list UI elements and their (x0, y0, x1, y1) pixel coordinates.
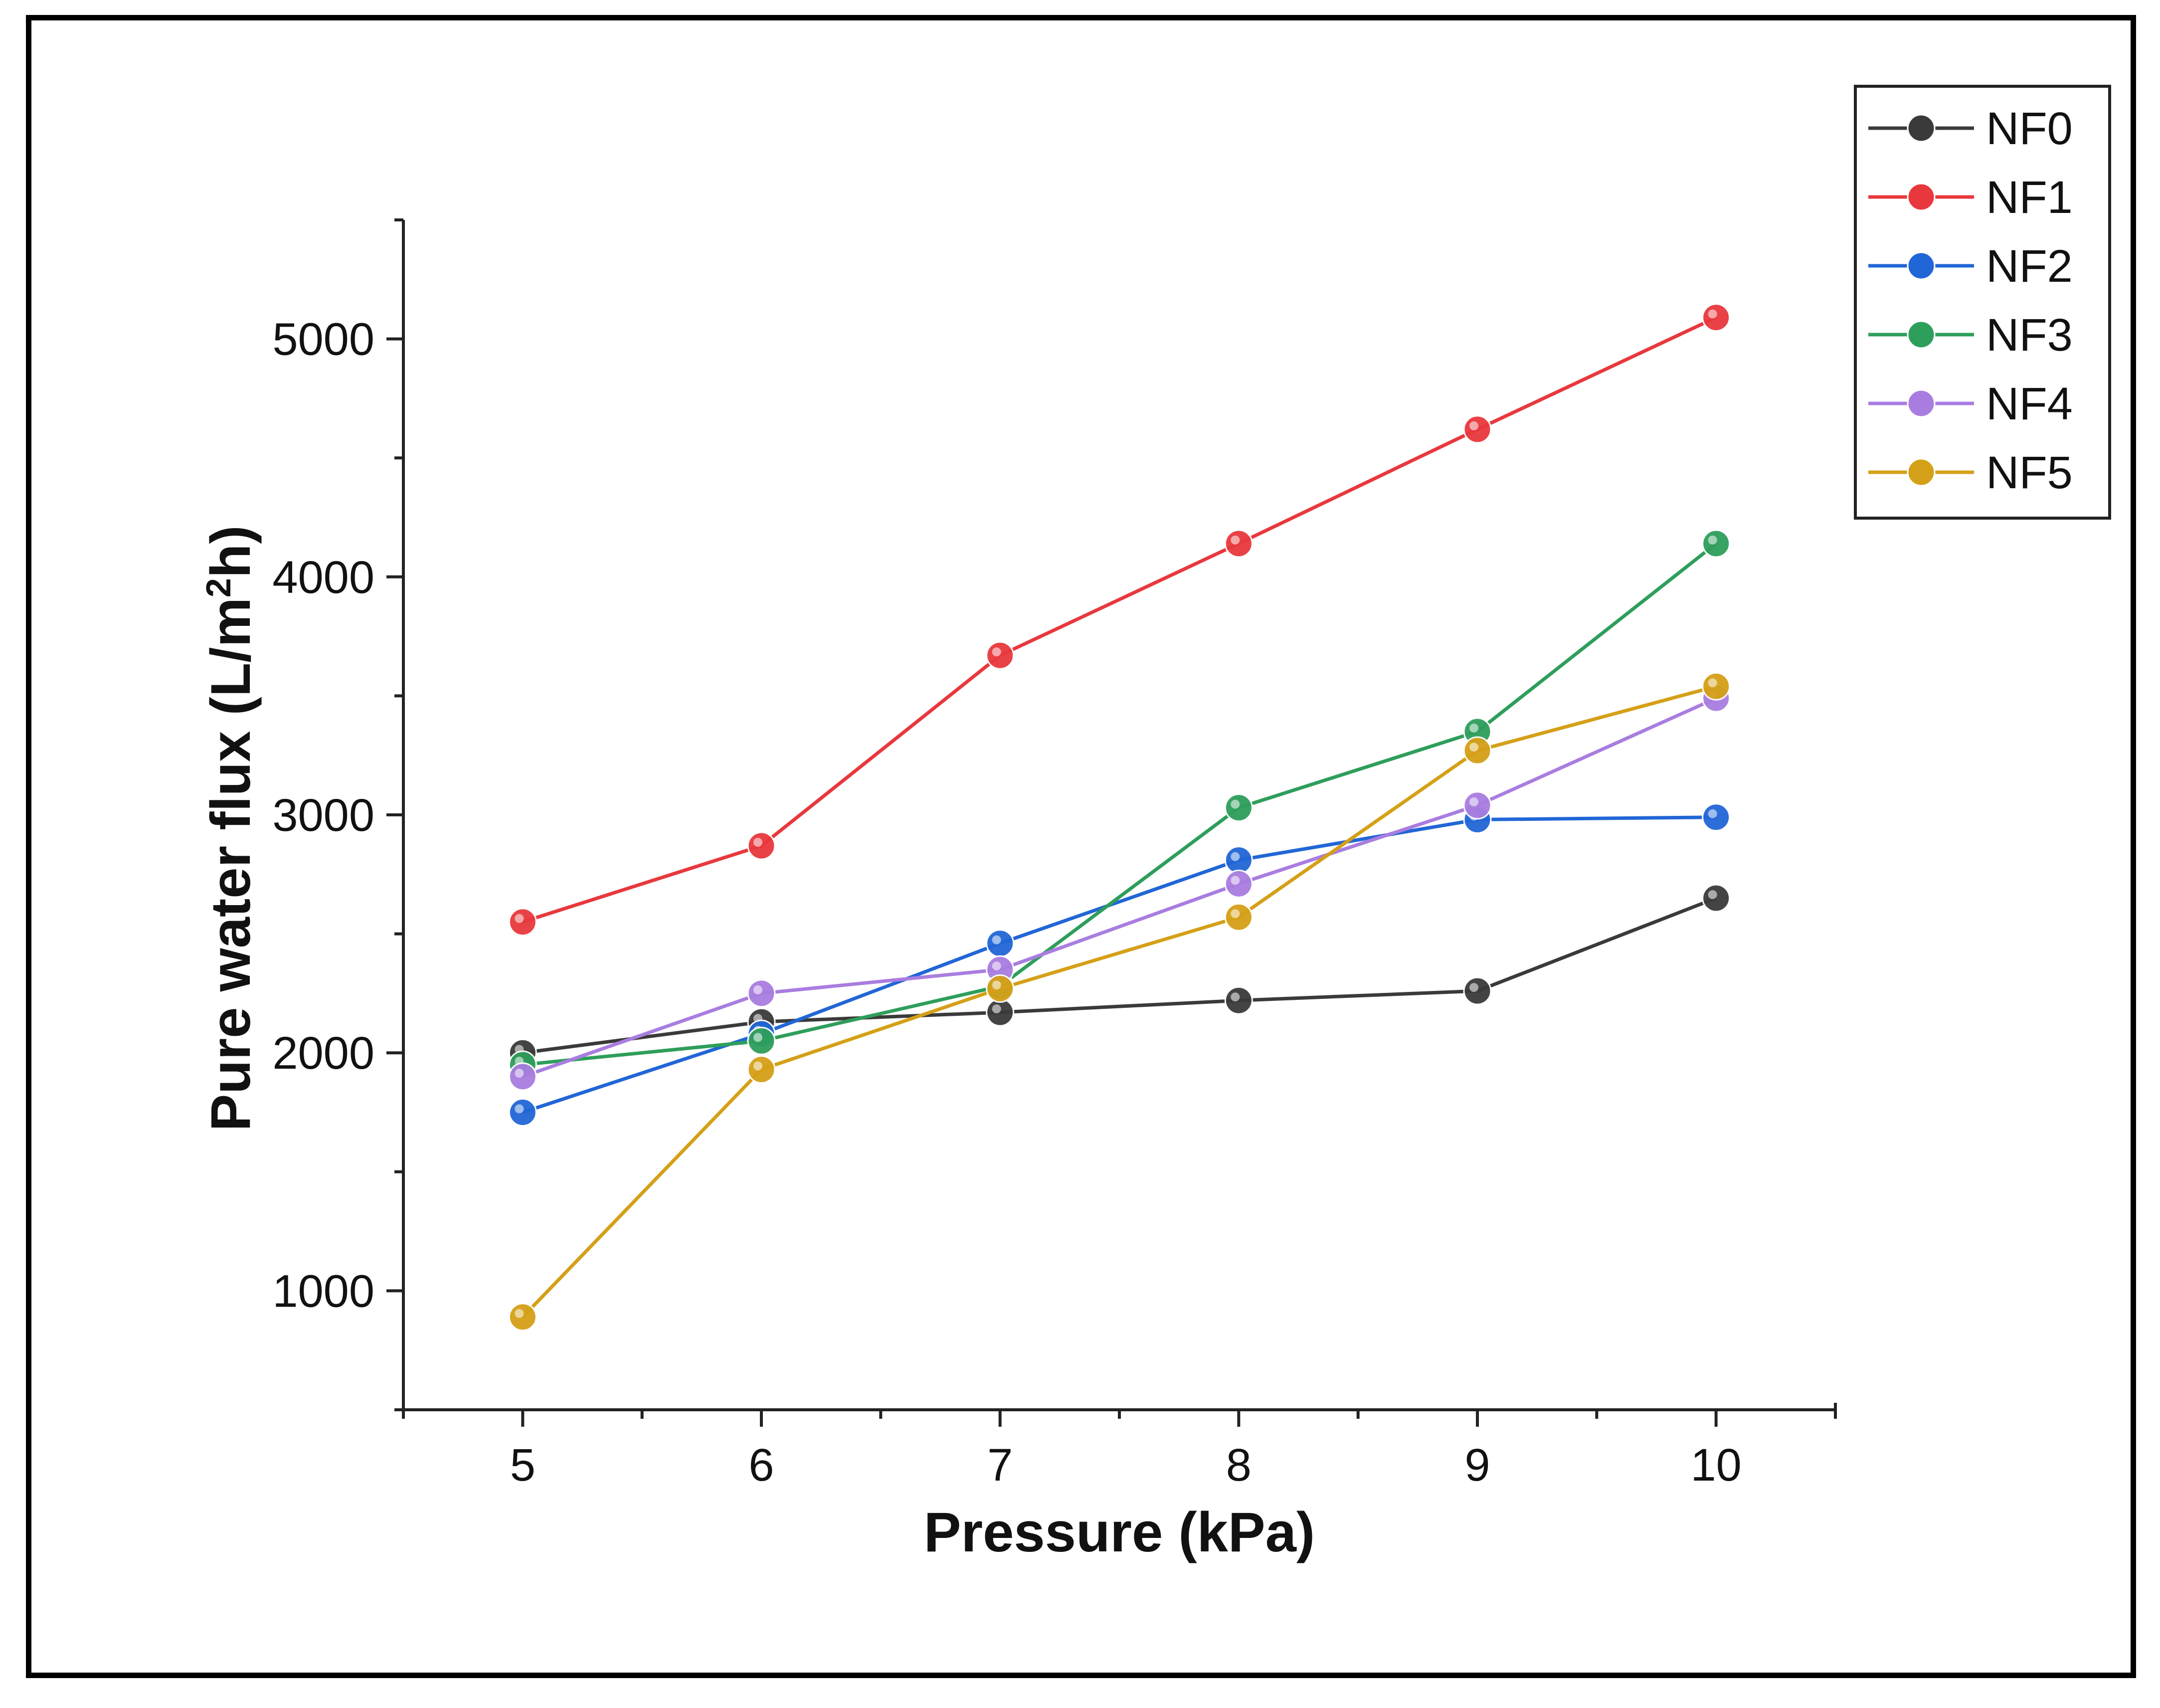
line-chart: 1000 2000 3000 4000 5000 5 6 7 8 9 10 NF0 NF1 NF2 NF3… (199, 85, 2111, 1563)
figure-frame: 1000 2000 3000 4000 5000 5 6 7 8 9 10 NF0 NF1 NF2 NF3… (26, 15, 2136, 1678)
data-point-nf2 (986, 929, 1015, 958)
legend-marker-nf4 (1907, 389, 1936, 418)
data-point-highlight (1708, 535, 1717, 545)
series-line-nf3 (522, 542, 1717, 1067)
data-point-nf0 (986, 998, 1015, 1027)
y-axis-title-post: h) (199, 525, 262, 578)
legend-box (1854, 85, 2111, 520)
data-point-highlight (1231, 852, 1240, 861)
legend-marker-nf0 (1907, 114, 1936, 143)
data-point-nf5 (747, 1055, 776, 1084)
data-point-nf0 (1224, 986, 1253, 1015)
series-line-nf2 (522, 815, 1716, 1114)
y-tick-label: 2000 (272, 1028, 374, 1079)
data-point-highlight (992, 980, 1001, 990)
data-point-highlight (753, 838, 762, 847)
data-point-highlight (992, 1004, 1001, 1014)
data-point-highlight (992, 935, 1001, 945)
y-axis-title-sup: 2 (199, 578, 238, 597)
data-point-nf4 (1463, 791, 1492, 820)
data-point-highlight (1231, 876, 1240, 885)
data-point-nf4 (1224, 869, 1253, 898)
data-point-nf5 (1463, 736, 1492, 765)
series-line-nf5 (521, 684, 1717, 1319)
axes: 1000 2000 3000 4000 5000 5 6 7 8 9 10 (272, 218, 1837, 1491)
series-line-nf0 (522, 896, 1717, 1055)
y-axis-title: Pure water flux (L/m2h) (199, 525, 262, 1131)
legend-label: NF0 (1986, 103, 2073, 154)
data-point-highlight (1231, 909, 1240, 919)
data-point-nf5 (986, 974, 1015, 1003)
series-lines (508, 303, 1731, 1331)
data-point-nf2 (1224, 846, 1253, 875)
data-point-highlight (1708, 678, 1717, 688)
data-point-nf1 (747, 831, 776, 860)
legend-label: NF2 (1986, 241, 2073, 292)
y-tick-label: 5000 (272, 314, 374, 365)
data-point-highlight (1708, 890, 1717, 900)
data-point-nf3 (1702, 529, 1731, 558)
data-point-highlight (1469, 723, 1478, 733)
data-point-nf5 (508, 1303, 537, 1331)
data-point-highlight (1708, 809, 1717, 818)
data-point-nf4 (508, 1062, 537, 1091)
data-point-highlight (515, 1104, 524, 1114)
x-axis-title: Pressure (kPa) (924, 1501, 1315, 1563)
x-tick-label: 7 (987, 1440, 1013, 1491)
data-point-highlight (1231, 799, 1240, 809)
x-tick-label: 6 (748, 1440, 774, 1491)
legend-label: NF1 (1986, 172, 2073, 223)
data-point-highlight (1469, 983, 1478, 992)
data-point-nf2 (508, 1098, 537, 1127)
data-point-highlight (1708, 309, 1717, 319)
data-point-nf0 (1702, 884, 1731, 913)
data-point-nf1 (1224, 529, 1253, 558)
data-point-highlight (1231, 535, 1240, 545)
data-point-highlight (992, 961, 1001, 971)
x-tick-label: 5 (510, 1440, 536, 1491)
legend-label: NF4 (1986, 379, 2073, 429)
y-tick-label: 4000 (272, 552, 374, 603)
legend-label: NF5 (1986, 447, 2073, 498)
legend-marker-nf2 (1907, 251, 1936, 280)
data-point-highlight (992, 647, 1001, 657)
data-point-nf4 (747, 979, 776, 1008)
data-point-nf1 (508, 908, 537, 937)
data-point-highlight (1469, 421, 1478, 430)
data-point-highlight (753, 985, 762, 994)
data-point-nf3 (1224, 793, 1253, 822)
data-point-highlight (515, 914, 524, 923)
data-point-nf1 (1463, 415, 1492, 444)
x-tick-label: 9 (1464, 1440, 1490, 1491)
legend-label: NF3 (1986, 310, 2073, 361)
data-point-nf3 (747, 1026, 776, 1055)
data-point-highlight (1469, 743, 1478, 752)
data-point-highlight (515, 1309, 524, 1318)
data-point-highlight (1231, 992, 1240, 1002)
data-point-nf2 (1702, 803, 1731, 832)
y-axis-title-pre: Pure water flux (L/m (199, 597, 262, 1131)
series-line-nf4 (522, 696, 1717, 1079)
data-point-nf1 (1702, 303, 1731, 332)
legend: NF0 NF1 NF2 NF3 NF4 NF5 (1854, 85, 2111, 520)
legend-marker-nf5 (1907, 458, 1936, 487)
data-point-nf5 (1702, 672, 1731, 701)
data-point-highlight (753, 1033, 762, 1042)
data-point-nf1 (986, 641, 1015, 670)
y-tick-label: 3000 (272, 790, 374, 841)
data-point-highlight (753, 1061, 762, 1071)
data-point-nf0 (1463, 976, 1492, 1005)
y-tick-label: 1000 (272, 1266, 374, 1317)
legend-marker-nf1 (1907, 183, 1936, 211)
x-tick-label: 10 (1690, 1440, 1741, 1491)
x-tick-label: 8 (1226, 1440, 1252, 1491)
legend-marker-nf3 (1907, 320, 1936, 349)
data-point-highlight (515, 1068, 524, 1078)
data-point-nf5 (1224, 903, 1253, 932)
data-point-highlight (1469, 797, 1478, 806)
series-line-nf1 (522, 316, 1717, 924)
